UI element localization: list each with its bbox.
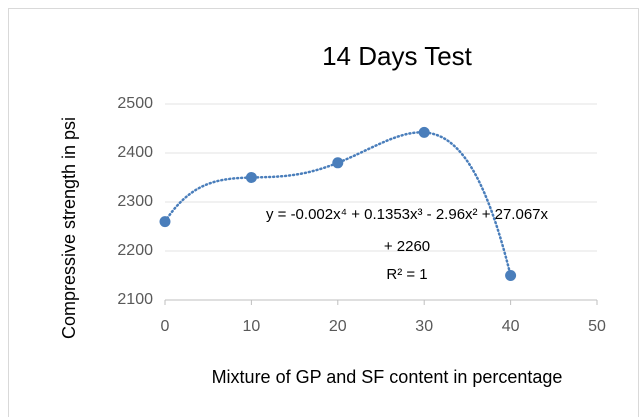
chart-border (8, 8, 639, 417)
x-axis-label: Mixture of GP and SF content in percenta… (212, 367, 563, 387)
x-tick-label: 40 (502, 318, 520, 335)
y-axis-label: Compressive strength in psi (59, 117, 79, 339)
y-tick-label: 2400 (117, 144, 153, 161)
point (245, 172, 257, 183)
trendline-equation: R² = 1 (386, 266, 427, 283)
chart-title: 14 Days Test (322, 41, 473, 71)
y-tick-label: 2300 (117, 193, 153, 210)
y-tick-label: 2200 (117, 242, 153, 259)
point (418, 126, 430, 138)
x-tick-label: 20 (329, 318, 347, 335)
x-tick-label: 10 (243, 318, 261, 335)
y-tick-label: 2500 (117, 95, 153, 112)
x-tick-label: 30 (415, 318, 433, 335)
y-tick-label: 2100 (117, 291, 153, 308)
point (505, 270, 517, 281)
x-tick-label: 0 (161, 318, 170, 335)
trendline-equation: y = -0.002x⁴ + 0.1353x³ - 2.96x² + 27.06… (266, 206, 549, 223)
x-tick-label: 50 (588, 318, 606, 335)
trendline-equation: + 2260 (384, 238, 430, 255)
point (332, 157, 344, 169)
trendline (163, 131, 512, 277)
point (159, 216, 171, 228)
